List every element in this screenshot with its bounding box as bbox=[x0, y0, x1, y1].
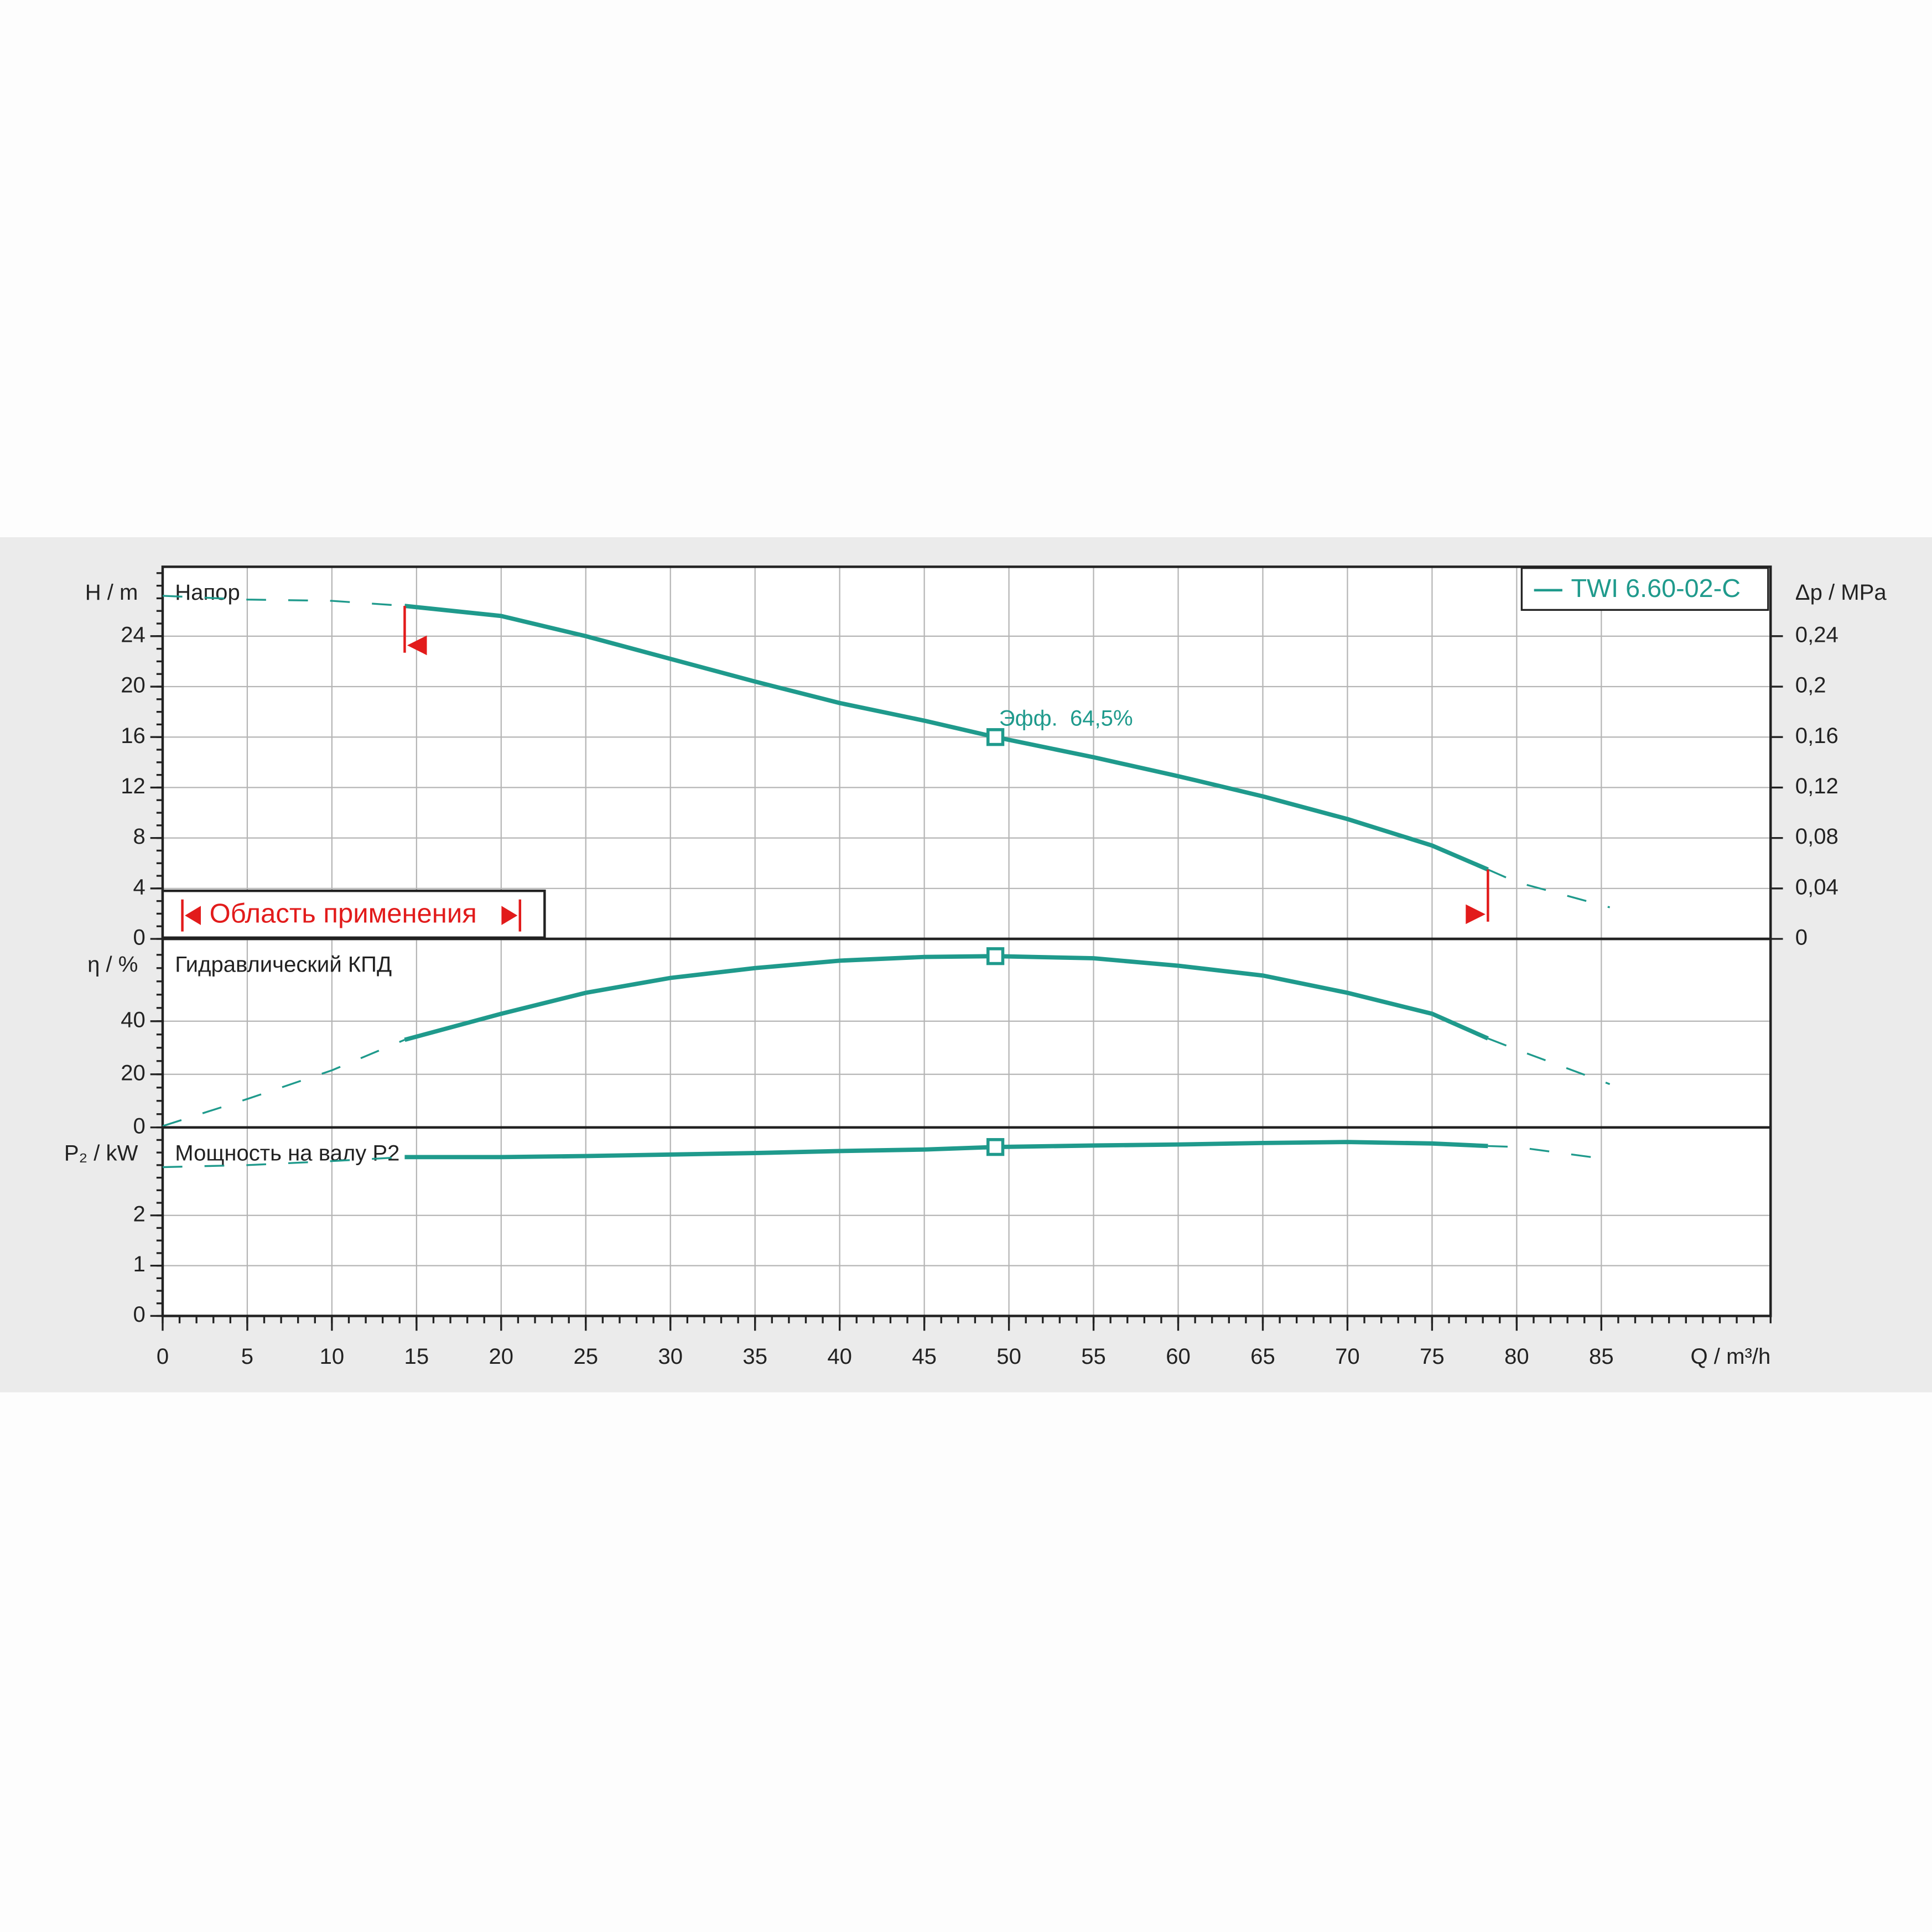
y-tick-label: 12 bbox=[121, 774, 146, 798]
y-tick-label: 40 bbox=[121, 1007, 146, 1032]
y-tick-label: 20 bbox=[121, 673, 146, 698]
y-axis-label: P₂ / kW bbox=[64, 1141, 138, 1165]
y2-tick-label: 0,08 bbox=[1795, 824, 1838, 849]
y-axis-label: η / % bbox=[87, 953, 138, 977]
y-tick-label: 8 bbox=[133, 824, 145, 849]
x-tick-label: 55 bbox=[1081, 1344, 1106, 1369]
x-tick-label: 75 bbox=[1420, 1344, 1445, 1369]
panel-title: Напор bbox=[175, 580, 240, 605]
y-tick-label: 20 bbox=[121, 1061, 146, 1085]
x-tick-label: 60 bbox=[1166, 1344, 1191, 1369]
y-tick-label: 0 bbox=[133, 926, 145, 950]
x-tick-label: 65 bbox=[1250, 1344, 1275, 1369]
y2-axis-label: Δp / MPa bbox=[1795, 580, 1887, 605]
y-tick-label: 1 bbox=[133, 1252, 145, 1276]
y-tick-label: 0 bbox=[133, 1302, 145, 1327]
range-arrow bbox=[407, 635, 427, 656]
y2-tick-label: 0,24 bbox=[1795, 622, 1838, 647]
x-tick-label: 10 bbox=[320, 1344, 345, 1369]
x-tick-label: 40 bbox=[827, 1344, 852, 1369]
curve-dashed bbox=[162, 595, 405, 607]
x-tick-label: 50 bbox=[996, 1344, 1021, 1369]
x-tick-label: 70 bbox=[1335, 1344, 1360, 1369]
x-tick-label: 35 bbox=[742, 1344, 767, 1369]
annotation: Эфф. 64,5% bbox=[999, 707, 1133, 731]
duty-point bbox=[986, 1138, 1005, 1156]
x-tick-label: 80 bbox=[1504, 1344, 1529, 1369]
y-tick-label: 24 bbox=[121, 622, 146, 647]
x-tick-label: 0 bbox=[157, 1344, 169, 1369]
y2-tick-label: 0,12 bbox=[1795, 774, 1838, 798]
x-tick-label: 85 bbox=[1589, 1344, 1614, 1369]
y-tick-label: 16 bbox=[121, 724, 146, 748]
y2-tick-label: 0,16 bbox=[1795, 724, 1838, 748]
panel-title: Мощность на валу P2 bbox=[175, 1141, 399, 1165]
x-tick-label: 15 bbox=[404, 1344, 429, 1369]
x-axis-label: Q / m³/h bbox=[1691, 1344, 1771, 1369]
x-tick-label: 20 bbox=[489, 1344, 514, 1369]
curve-dashed bbox=[1487, 1037, 1611, 1086]
curve bbox=[404, 1140, 1488, 1160]
x-tick-label: 25 bbox=[573, 1344, 598, 1369]
plot-area bbox=[162, 567, 1771, 1316]
x-tick-label: 5 bbox=[241, 1344, 253, 1369]
panel-title: Гидравлический КПД bbox=[175, 953, 392, 977]
curve-dashed bbox=[162, 1156, 405, 1168]
range-label: Область применения bbox=[210, 899, 477, 929]
curve-dashed bbox=[1487, 869, 1611, 908]
range-glyph-right bbox=[501, 899, 522, 932]
y2-tick-label: 0 bbox=[1795, 926, 1808, 950]
range-arrow bbox=[1466, 904, 1486, 925]
y-tick-label: 2 bbox=[133, 1202, 145, 1226]
y2-tick-label: 0,2 bbox=[1795, 673, 1826, 698]
panel-frame bbox=[161, 1126, 1772, 1317]
curve bbox=[404, 954, 1489, 1042]
y-tick-label: 4 bbox=[133, 875, 145, 899]
x-tick-label: 30 bbox=[658, 1344, 683, 1369]
duty-point bbox=[986, 947, 1005, 965]
y-tick-label: 0 bbox=[133, 1114, 145, 1138]
duty-point bbox=[986, 728, 1005, 746]
y2-tick-label: 0,04 bbox=[1795, 875, 1838, 899]
curve-dashed bbox=[1488, 1145, 1610, 1161]
legend-box bbox=[1520, 567, 1769, 611]
curve bbox=[404, 604, 1489, 872]
legend-label: TWI 6.60-02-C bbox=[1571, 574, 1741, 603]
x-tick-label: 45 bbox=[912, 1344, 937, 1369]
curve-dashed bbox=[162, 1038, 406, 1127]
y-axis-label: H / m bbox=[85, 580, 138, 605]
range-glyph-left bbox=[181, 899, 201, 932]
